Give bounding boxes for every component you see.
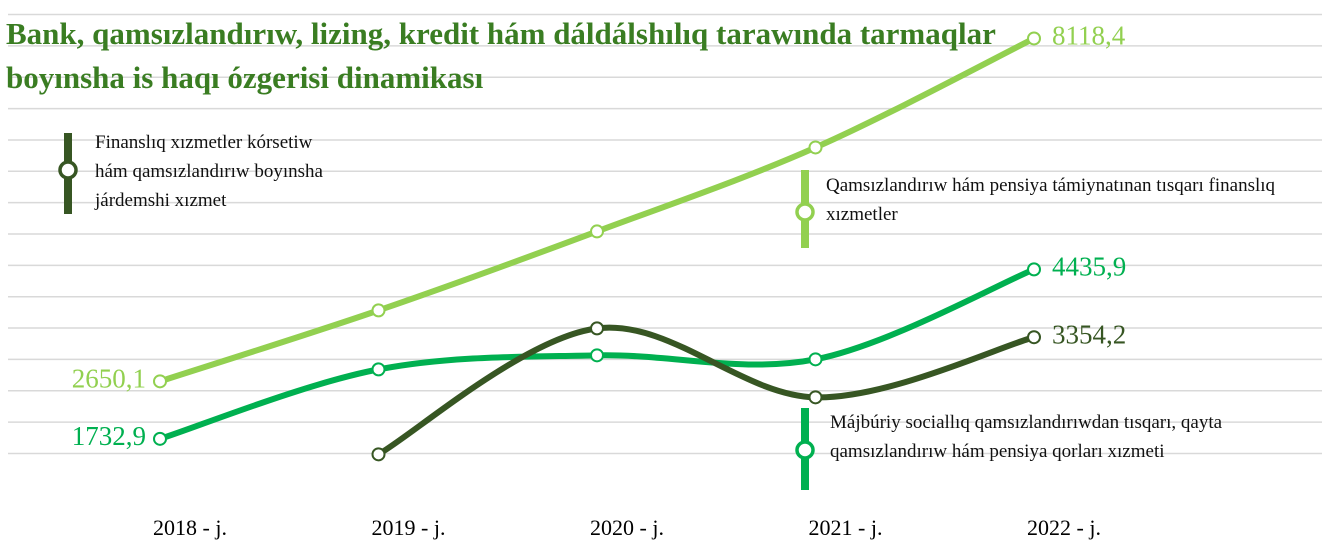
- legend-label: Májbúriy sociallıq qamsızlandırıwdan tıs…: [830, 412, 1223, 462]
- point: [590, 321, 604, 336]
- x-tick-label: 2021 - j.: [809, 515, 883, 540]
- point: [371, 303, 386, 318]
- point: [808, 140, 823, 155]
- point: [808, 352, 823, 367]
- x-tick-label: 2020 - j.: [590, 515, 664, 540]
- data-label: 8118,4: [1052, 21, 1126, 51]
- line: [375, 324, 1037, 458]
- point: [590, 224, 604, 239]
- data-label: 3354,2: [1052, 319, 1126, 349]
- legend-label: Qamsızlandırıw hám pensiya támiynatınan …: [826, 175, 1276, 225]
- x-tick-label: 2019 - j.: [372, 515, 446, 540]
- point: [1027, 330, 1041, 345]
- point: [153, 431, 167, 446]
- point: [808, 390, 823, 405]
- x-tick-label: 2018 - j.: [153, 515, 227, 540]
- chart-title: Bank, qamsızlandırıw, lizing, kredit hám…: [6, 16, 996, 95]
- point: [371, 447, 386, 462]
- data-label: 2650,1: [72, 364, 146, 394]
- data-label: 1732,9: [72, 421, 146, 451]
- legend-marker: [795, 202, 815, 222]
- point: [590, 348, 604, 363]
- point: [1027, 31, 1041, 46]
- x-tick-label: 2022 - j.: [1027, 515, 1101, 540]
- legend-marker: [795, 440, 815, 460]
- point: [371, 362, 386, 377]
- point: [1027, 262, 1041, 277]
- data-label: 4435,9: [1052, 252, 1126, 282]
- legend-label: Finanslıq xızmetler kórsetiw hám qamsızl…: [95, 132, 323, 211]
- point: [153, 374, 167, 389]
- legend-marker: [58, 160, 78, 180]
